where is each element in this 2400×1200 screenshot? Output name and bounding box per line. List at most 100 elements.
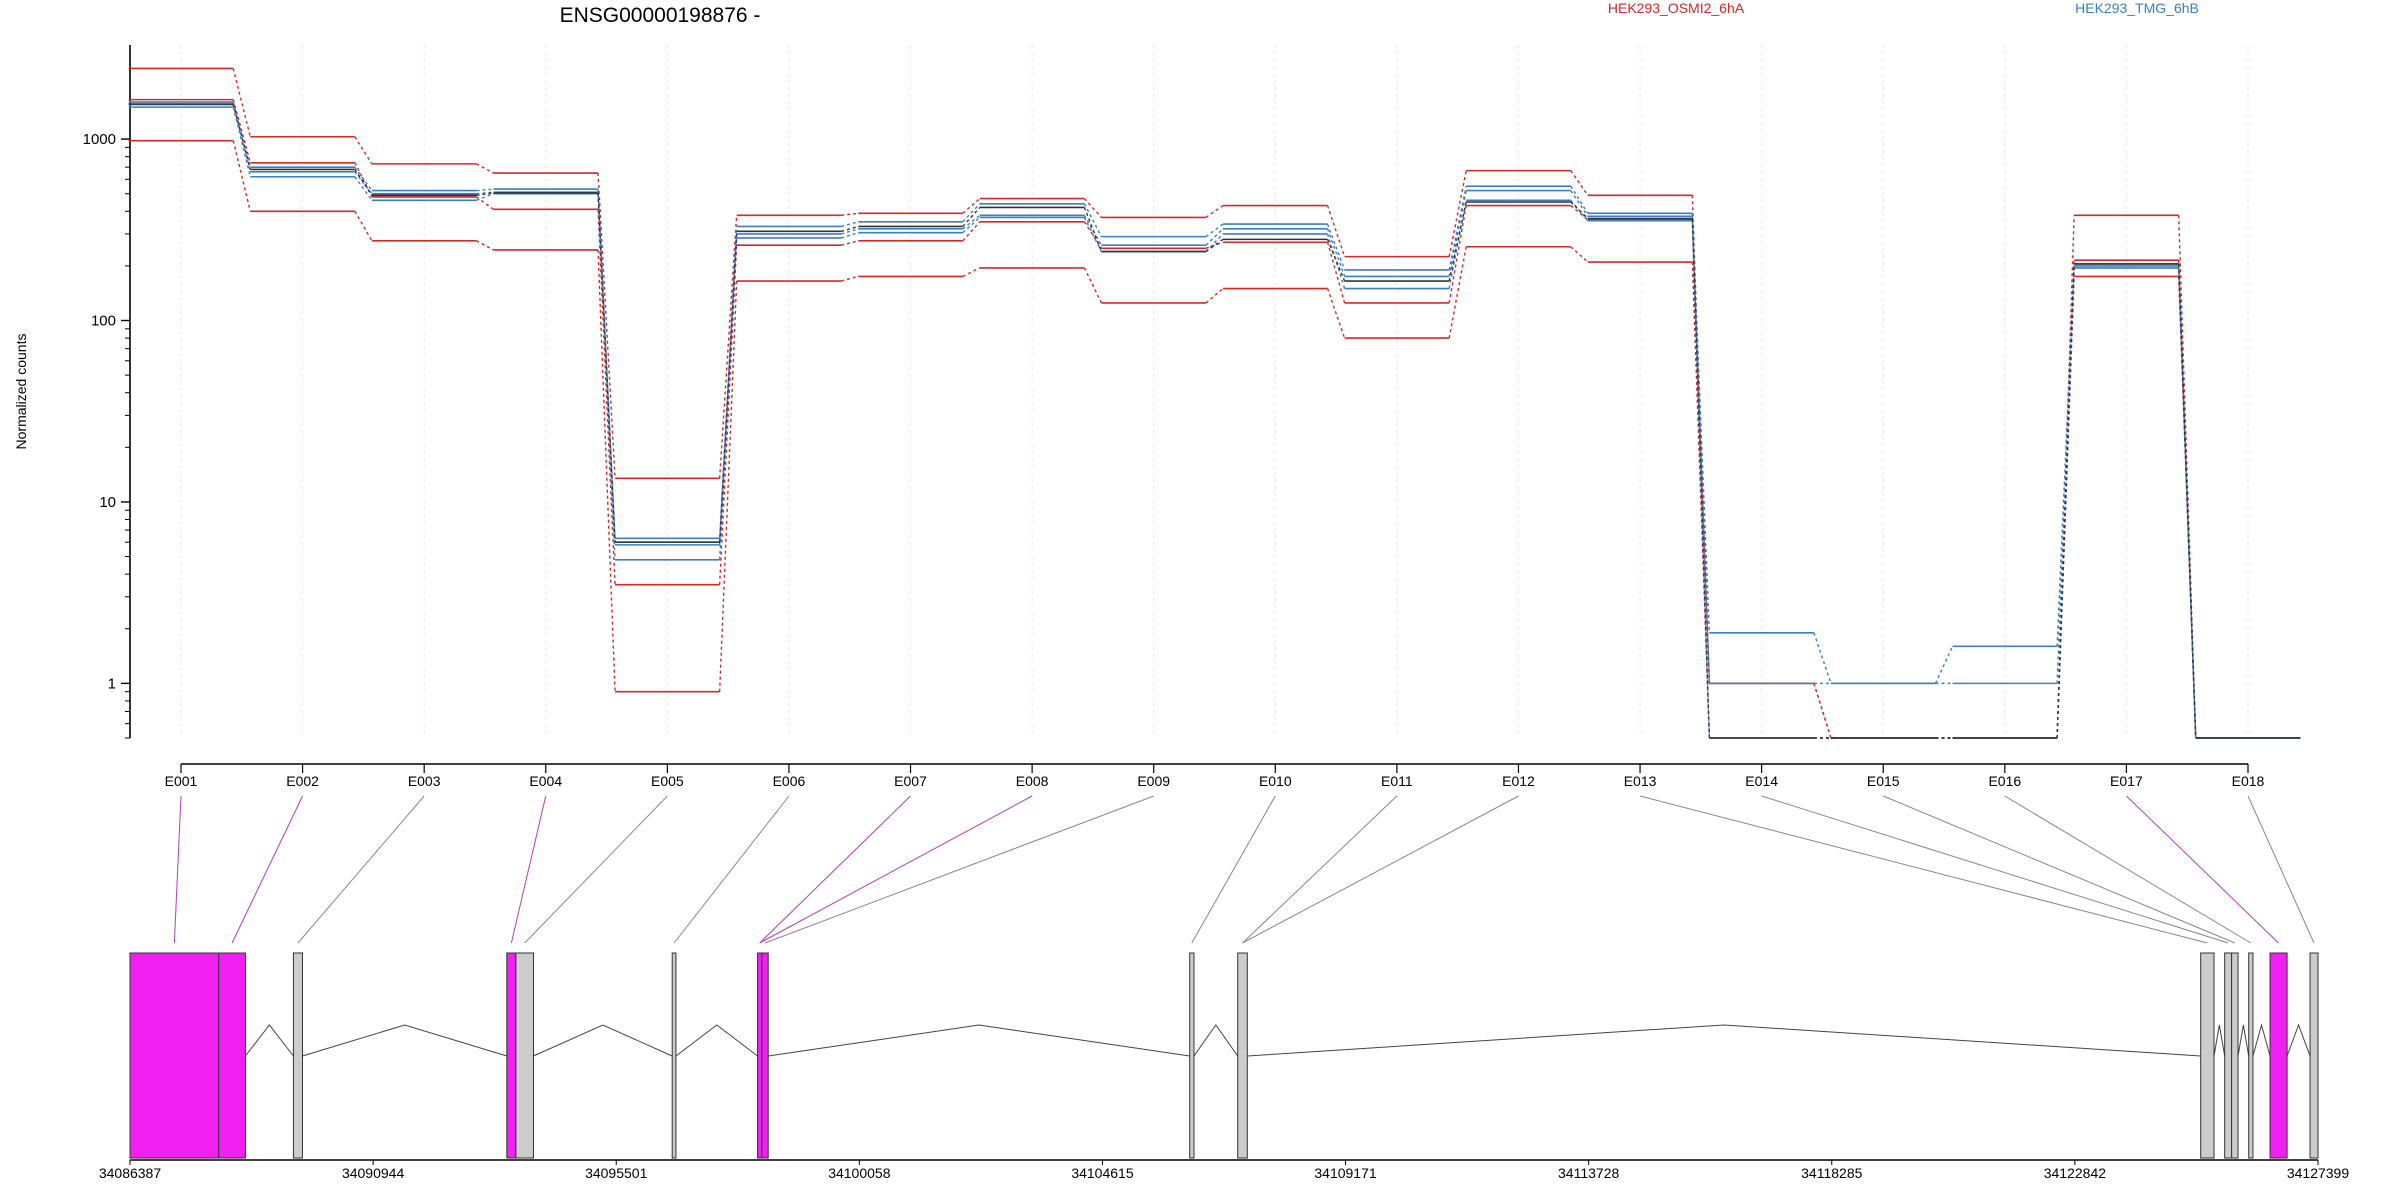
connector-segment [1083, 217, 1103, 252]
exon-label-E018: E018 [2232, 773, 2265, 789]
connector-segment [476, 192, 494, 196]
legend-tmg: HEK293_TMG_6hB [2075, 0, 2199, 16]
intron-line [2286, 1023, 2311, 1057]
connector-E007 [759, 795, 911, 944]
series-1 [128, 67, 2301, 739]
connector-segment [1813, 683, 1832, 739]
exon-label-E005: E005 [651, 773, 684, 789]
connector-segment [1448, 246, 1467, 339]
connector-segment [354, 136, 373, 165]
intron-line [302, 1024, 507, 1057]
connector-E009 [764, 795, 1154, 944]
connector-segment [962, 216, 981, 234]
connector-E004 [510, 795, 547, 944]
connector-segment [1934, 646, 1954, 684]
connector-segment [354, 176, 373, 201]
intron-line [768, 1024, 1190, 1057]
exon-axis-layer: E001 E002 E003 E004 E005 E006 E007 E008 E009 E010… [165, 763, 2265, 789]
grid-layer [180, 45, 2249, 738]
y-tick-label: 10 [99, 494, 116, 511]
connector-segment [1083, 267, 1103, 304]
connector-segment [232, 140, 251, 212]
connector-segment [1326, 205, 1346, 257]
connector-E013 [1639, 795, 2208, 944]
connector-segment [1326, 239, 1346, 282]
connector-segment [1205, 228, 1224, 246]
connector-layer [173, 795, 2315, 944]
exon-label-E004: E004 [529, 773, 562, 789]
connector-segment [2177, 263, 2197, 739]
connector-segment [1570, 201, 1589, 219]
connector-segment [1570, 190, 1589, 217]
y-axis-label: Normalized counts [13, 334, 29, 450]
exon-label-E008: E008 [1016, 773, 1049, 789]
connector-segment [1691, 219, 1711, 684]
connector-segment [841, 228, 859, 235]
genomic-axis-layer: 34086387 34090944 34095501 34100058 34104615… [99, 1159, 2349, 1181]
connector-E017 [2126, 795, 2279, 944]
exon-label-E014: E014 [1745, 773, 1778, 789]
intron-line [675, 1024, 758, 1057]
connector-segment [354, 166, 373, 192]
exon-label-E017: E017 [2110, 773, 2143, 789]
exon-label-E006: E006 [773, 773, 806, 789]
connector-segment [1570, 185, 1589, 214]
connector-segment [1813, 632, 1832, 684]
connector-segment [1448, 170, 1467, 257]
connector-segment [2177, 267, 2197, 739]
exon-label-E013: E013 [1624, 773, 1657, 789]
connector-E005 [524, 795, 668, 944]
connector-segment [1448, 201, 1467, 282]
exon-box-E014 [2248, 952, 2254, 1159]
connector-segment [354, 171, 373, 195]
connector-segment [232, 106, 251, 177]
connector-segment [476, 163, 494, 174]
connector-E012 [1242, 795, 1519, 944]
intron-line [2237, 1024, 2250, 1057]
axes-layer: 1 10 100 1000 Normalized counts [13, 45, 131, 739]
y-tick-label: 1000 [83, 131, 116, 148]
connector-E006 [673, 795, 790, 944]
series-7 [128, 103, 2301, 739]
connector-segment [597, 172, 616, 479]
connector-segment [962, 214, 981, 230]
connector-segment [718, 231, 738, 543]
exon-box-E011 [2200, 952, 2215, 1159]
connector-segment [1326, 223, 1346, 271]
connector-E014 [1761, 795, 2229, 944]
connector-segment [2056, 263, 2075, 739]
gene-model-layer [129, 952, 2319, 1159]
exon-box-E006 [671, 952, 677, 1159]
intron-line [2252, 1023, 2271, 1057]
connector-segment [1205, 241, 1224, 249]
connector-segment [1570, 246, 1589, 263]
exon-box-E012 [2224, 952, 2233, 1159]
series-layer [128, 67, 2301, 739]
connector-segment [1083, 198, 1102, 218]
connector-segment [597, 192, 616, 543]
connector-segment [1448, 186, 1467, 271]
connector-segment [962, 221, 981, 242]
exon-box-E003 [292, 952, 303, 1159]
connector-segment [841, 212, 859, 217]
connector-segment [1691, 218, 1711, 739]
connector-segment [718, 281, 738, 692]
genomic-tick-label: 34122842 [2044, 1165, 2107, 1181]
connector-E011 [1242, 795, 1398, 944]
exon-box-E004 [506, 952, 517, 1159]
connector-segment [597, 209, 616, 585]
genomic-tick-label: 34095501 [585, 1165, 648, 1181]
connector-segment [354, 169, 373, 196]
connector-E001 [173, 795, 182, 944]
exon-label-E015: E015 [1867, 773, 1900, 789]
connector-segment [841, 231, 859, 239]
connector-segment [1205, 233, 1224, 253]
connector-E010 [1191, 795, 1276, 944]
genomic-tick-label: 34109171 [1314, 1165, 1377, 1181]
genomic-tick-label: 34100058 [828, 1165, 891, 1181]
connector-segment [841, 221, 859, 228]
y-tick-label: 100 [91, 313, 116, 330]
connector-segment [476, 191, 494, 195]
connector-segment [232, 99, 251, 163]
connector-segment [1205, 288, 1224, 304]
